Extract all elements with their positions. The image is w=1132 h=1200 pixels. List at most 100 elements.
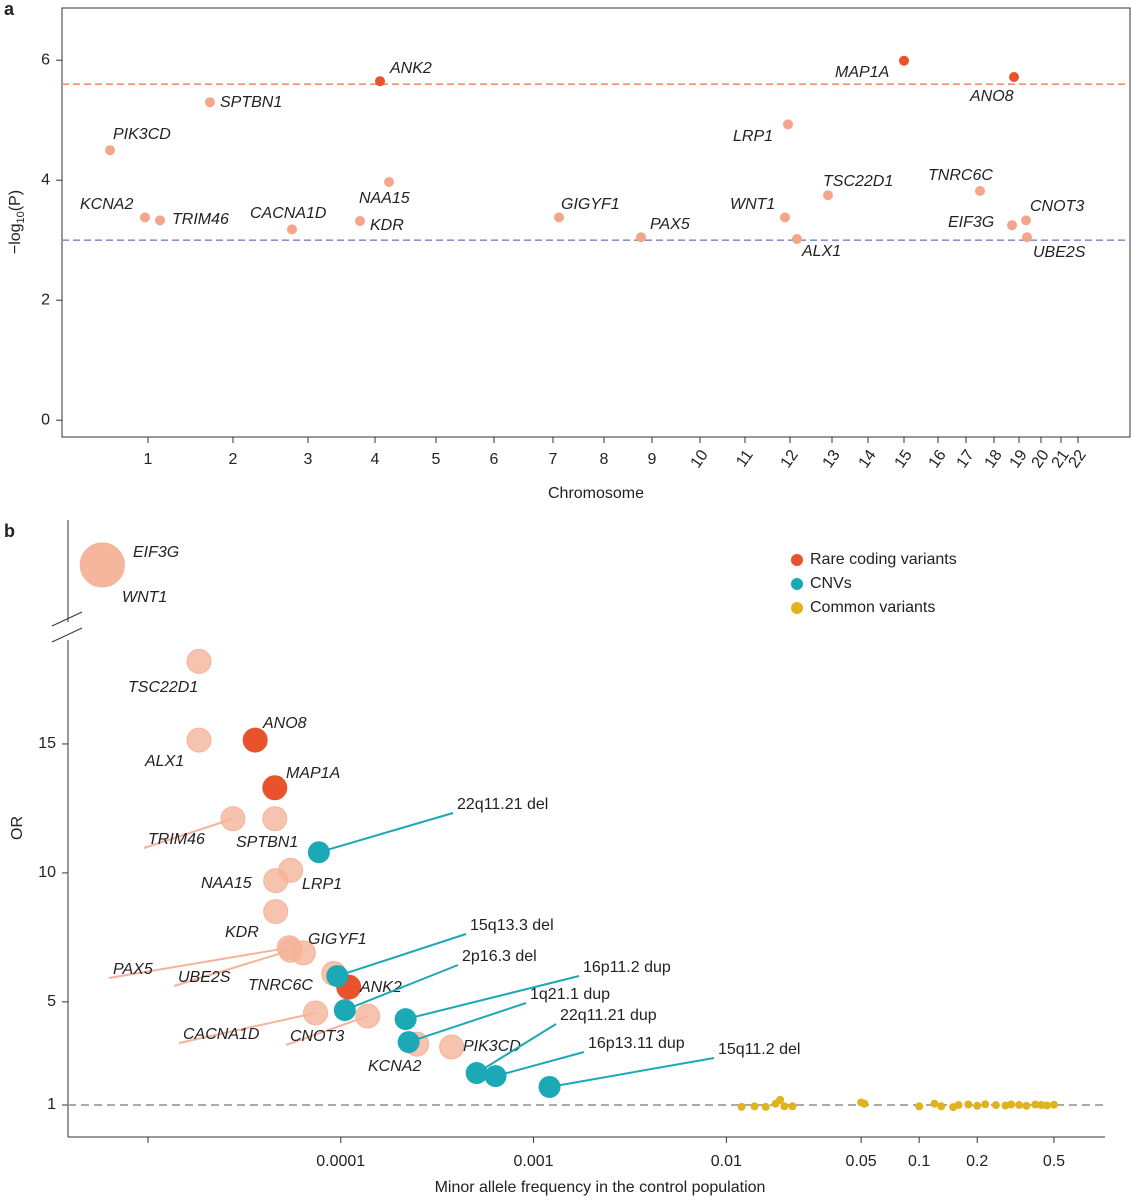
gene-label: KCNA2 bbox=[80, 196, 133, 213]
gene-point bbox=[554, 212, 564, 223]
gene-point bbox=[823, 190, 833, 201]
variant-point bbox=[355, 1003, 381, 1029]
legend-swatch bbox=[791, 554, 803, 566]
variant-label: MAP1A bbox=[286, 765, 340, 782]
leader-line bbox=[318, 812, 454, 854]
gene-label: EIF3G bbox=[948, 214, 994, 231]
gene-point bbox=[792, 234, 802, 244]
y-tick-label: 15 bbox=[38, 735, 56, 752]
variant-point bbox=[1007, 1100, 1016, 1109]
variant-point bbox=[303, 1000, 329, 1026]
gene-point bbox=[105, 145, 115, 156]
y-axis-title-part: (P) bbox=[7, 190, 24, 211]
gene-label: TRIM46 bbox=[172, 211, 229, 228]
variant-label: TSC22D1 bbox=[128, 679, 198, 696]
x-tick-label: 22 bbox=[1066, 447, 1090, 471]
variant-point bbox=[761, 1102, 770, 1111]
gene-point bbox=[375, 76, 385, 87]
variant-label: 15q13.3 del bbox=[470, 917, 554, 934]
variant-point bbox=[973, 1101, 982, 1110]
variant-point bbox=[1042, 1101, 1051, 1110]
variant-point bbox=[954, 1101, 963, 1110]
variant-point bbox=[776, 1095, 785, 1104]
leader-line bbox=[285, 1015, 369, 1046]
variant-point bbox=[326, 965, 349, 988]
legend-swatch bbox=[791, 578, 803, 590]
x-tick-label: 19 bbox=[1007, 447, 1031, 471]
x-tick-label: 0.1 bbox=[908, 1153, 930, 1170]
x-axis-title: Chromosome bbox=[548, 485, 644, 502]
gene-label: NAA15 bbox=[359, 190, 410, 207]
leader-line bbox=[495, 1051, 585, 1078]
y-axis-title-part: 10 bbox=[15, 211, 27, 223]
gene-label: WNT1 bbox=[730, 196, 775, 213]
gene-point bbox=[355, 216, 365, 226]
variant-point bbox=[263, 899, 289, 925]
variant-point bbox=[780, 1102, 789, 1111]
leader-line bbox=[405, 975, 580, 1021]
x-tick-label: 1 bbox=[144, 451, 153, 468]
variant-label: 22q11.21 dup bbox=[560, 1007, 657, 1024]
variant-point bbox=[1049, 1100, 1058, 1109]
gene-point bbox=[636, 232, 646, 243]
gene-point bbox=[1009, 72, 1019, 82]
leader-line bbox=[344, 964, 459, 1012]
leader-line bbox=[337, 933, 467, 978]
leader-line bbox=[178, 1011, 316, 1044]
legend-label: Rare coding variants bbox=[810, 551, 957, 568]
leader-line bbox=[108, 946, 290, 979]
gene-label: TNRC6C bbox=[928, 167, 993, 184]
y-tick-label: 0 bbox=[41, 411, 50, 428]
variant-label: TRIM46 bbox=[148, 831, 205, 848]
y-tick-label: 4 bbox=[41, 171, 50, 188]
variant-point bbox=[262, 806, 288, 832]
legend-label: CNVs bbox=[810, 575, 852, 592]
variant-label: GIGYF1 bbox=[308, 931, 367, 948]
x-tick-label: 12 bbox=[778, 447, 802, 471]
x-tick-label: 0.05 bbox=[846, 1153, 877, 1170]
y-tick-label: 5 bbox=[47, 993, 56, 1010]
variant-point bbox=[737, 1102, 746, 1111]
x-tick-label: 5 bbox=[432, 451, 441, 468]
x-tick-label: 7 bbox=[549, 451, 558, 468]
gene-label: ANO8 bbox=[969, 88, 1014, 105]
variant-point bbox=[937, 1102, 946, 1111]
variant-point bbox=[1022, 1101, 1031, 1110]
variant-label: 16p13.11 dup bbox=[588, 1035, 685, 1052]
variant-label: SPTBN1 bbox=[236, 834, 298, 851]
x-tick-label: 10 bbox=[688, 447, 712, 471]
variant-point bbox=[439, 1034, 465, 1060]
gene-point bbox=[783, 119, 793, 130]
variant-point bbox=[263, 868, 289, 894]
gene-label: MAP1A bbox=[835, 64, 889, 81]
gene-point bbox=[384, 177, 394, 187]
variant-label: ANK2 bbox=[359, 979, 402, 996]
y-tick-label: 6 bbox=[41, 51, 50, 68]
panel-letter: a bbox=[4, 0, 15, 19]
variant-label: ANO8 bbox=[262, 715, 307, 732]
variant-label: NAA15 bbox=[201, 875, 252, 892]
variant-point bbox=[333, 999, 356, 1022]
y-tick-label: 10 bbox=[38, 864, 56, 881]
x-tick-label: 0.5 bbox=[1043, 1153, 1065, 1170]
variant-label: PIK3CD bbox=[463, 1038, 521, 1055]
x-tick-label: 0.0001 bbox=[316, 1153, 365, 1170]
gene-point bbox=[140, 212, 150, 223]
x-tick-label: 0.2 bbox=[966, 1153, 988, 1170]
gene-label: ANK2 bbox=[389, 60, 432, 77]
leader-line bbox=[549, 1057, 715, 1088]
variant-label: TNRC6C bbox=[248, 977, 313, 994]
gene-label: TSC22D1 bbox=[823, 173, 893, 190]
y-tick-label: 2 bbox=[41, 291, 50, 308]
x-tick-label: 15 bbox=[892, 447, 916, 471]
variant-point bbox=[991, 1101, 1000, 1110]
gene-label: LRP1 bbox=[733, 128, 773, 145]
variant-point bbox=[788, 1102, 797, 1111]
leader-line bbox=[408, 1002, 527, 1044]
x-tick-label: 18 bbox=[982, 447, 1006, 471]
variant-label: 2p16.3 del bbox=[462, 948, 537, 965]
gene-label: UBE2S bbox=[1033, 244, 1086, 261]
x-tick-label: 0.01 bbox=[711, 1153, 742, 1170]
x-tick-label: 9 bbox=[648, 451, 657, 468]
variant-point bbox=[915, 1102, 924, 1111]
